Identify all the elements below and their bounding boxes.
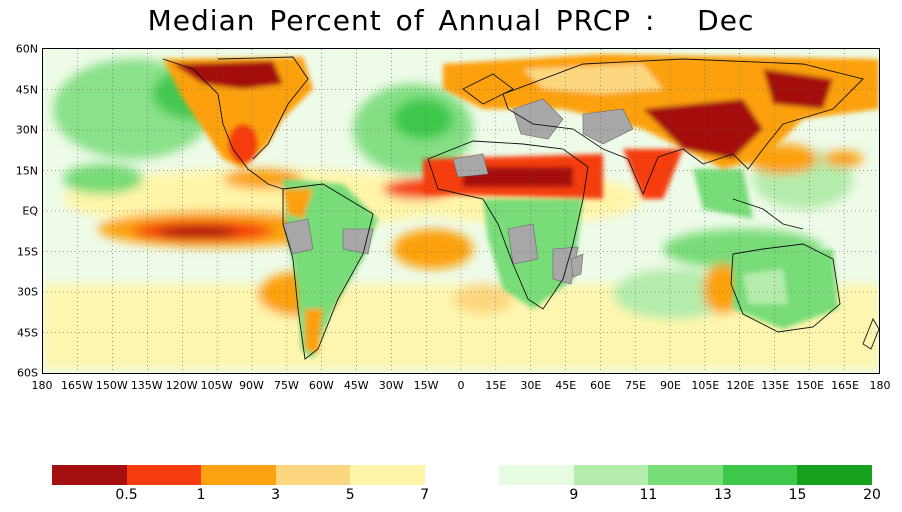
lon-tick-label: 120E — [726, 379, 755, 392]
colorbar-label: 13 — [713, 487, 732, 503]
colorbar-swatch — [648, 465, 724, 485]
colorbar-label: 3 — [271, 487, 281, 503]
gridlines — [43, 49, 879, 373]
colorbar-swatch — [797, 465, 873, 485]
lat-tick-label: 60S — [17, 366, 38, 380]
lon-tick-label: 165E — [831, 379, 860, 392]
lon-tick-label: 30E — [520, 379, 542, 392]
lat-tick-label: EQ — [22, 204, 38, 218]
lon-tick-label: 135E — [761, 379, 790, 392]
colorbar-swatch — [722, 465, 798, 485]
lon-tick-label: 120W — [165, 379, 198, 392]
lon-tick-label: 150E — [796, 379, 825, 392]
lon-tick-label: 150W — [95, 379, 128, 392]
lon-tick-label: 90W — [239, 379, 264, 392]
lon-tick-label: 135W — [130, 379, 163, 392]
lat-tick-label: 15N — [15, 164, 38, 177]
lat-tick-label: 30S — [17, 285, 38, 299]
lon-tick-label: 15E — [485, 379, 507, 392]
colorbar-swatch — [350, 465, 426, 485]
colorbar-label: 15 — [788, 487, 807, 503]
lon-tick-label: 180 — [31, 379, 53, 392]
lat-tick-label: 45S — [17, 326, 38, 339]
lon-tick-label: 45W — [343, 379, 369, 392]
colorbar-label: 7 — [420, 487, 430, 503]
lon-tick-label: 180 — [869, 379, 891, 392]
lon-tick-label: 165W — [60, 379, 93, 392]
colorbar-label: 9 — [569, 487, 579, 503]
precipitation-map — [42, 48, 880, 374]
lon-tick-label: 105E — [691, 379, 720, 392]
colorbar-label: 20 — [863, 487, 881, 503]
lat-tick-label: 15S — [17, 245, 38, 258]
lon-tick-label: 15W — [413, 379, 439, 392]
coastlines — [162, 56, 879, 360]
lat-tick-label: 45N — [15, 83, 38, 96]
colorbar-swatch — [201, 465, 277, 485]
colorbar-swatch — [573, 465, 649, 485]
colorbar-label: 0.5 — [115, 487, 138, 503]
colorbar-label: 11 — [639, 487, 658, 503]
lat-tick-label: 30N — [15, 123, 38, 137]
lon-tick-label: 60E — [590, 379, 612, 392]
lon-tick-label: 0 — [457, 379, 465, 392]
colorbar-swatch — [499, 465, 575, 485]
lon-tick-label: 105W — [200, 379, 233, 392]
lat-tick-label: 60N — [15, 42, 38, 56]
lon-tick-label: 75E — [625, 379, 647, 392]
colorbar-swatch — [275, 465, 351, 485]
colorbar-label: 5 — [345, 487, 355, 503]
colorbar-swatch — [424, 465, 500, 485]
colorbar-label: 1 — [196, 487, 206, 503]
lon-tick-label: 30W — [378, 379, 404, 392]
lon-tick-label: 45E — [555, 379, 577, 392]
lon-tick-label: 60W — [308, 379, 334, 392]
colorbar — [52, 465, 873, 485]
colorbar-swatch — [126, 465, 202, 485]
map-canvas — [43, 49, 879, 373]
lon-tick-label: 75W — [273, 379, 299, 392]
map-title: Median Percent of Annual PRCP : Dec — [147, 4, 755, 37]
colorbar-swatch — [52, 465, 128, 485]
lon-tick-label: 90E — [660, 379, 681, 392]
